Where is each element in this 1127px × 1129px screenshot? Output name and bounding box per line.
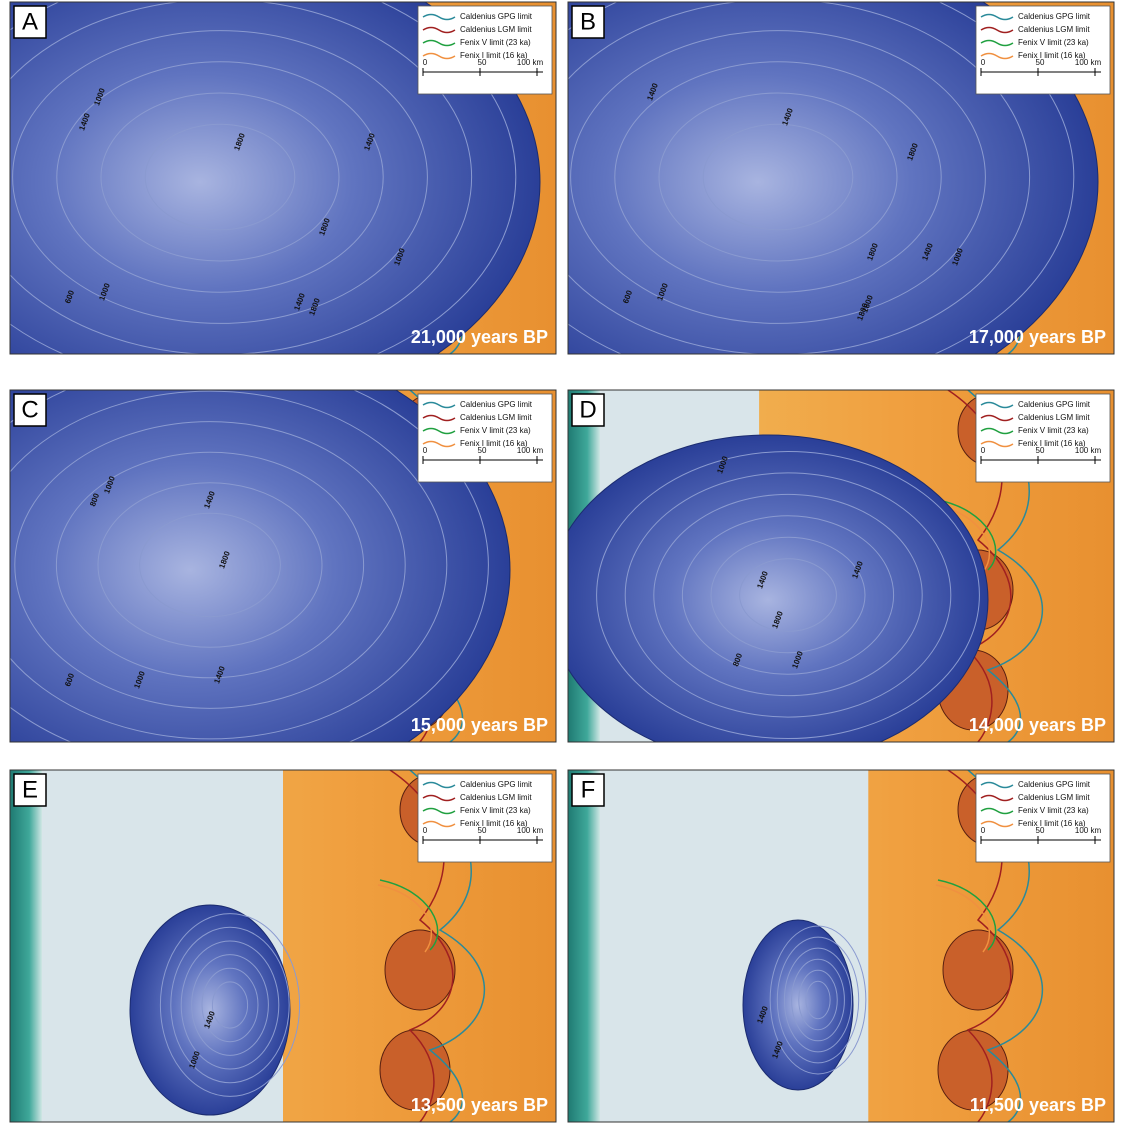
legend-label: Caldenius LGM limit [1018, 793, 1090, 802]
legend-label: Fenix V limit (23 ka) [1018, 806, 1089, 815]
scale-label: 100 km [1075, 826, 1102, 835]
time-label: 11,500 years BP [970, 1095, 1106, 1115]
moraine-lobe [385, 930, 455, 1010]
legend: Caldenius GPG limit Caldenius LGM limit Fe… [418, 6, 552, 94]
legend-label: Caldenius LGM limit [1018, 413, 1090, 422]
map-panel: 10001400180014001000800D14,000 years BPC… [548, 390, 1114, 765]
panel-letter: C [21, 396, 38, 423]
time-label: 17,000 years BP [969, 327, 1106, 347]
legend: Caldenius GPG limit Caldenius LGM limit Fe… [976, 6, 1110, 94]
ocean-strip [568, 770, 600, 1122]
legend-label: Fenix V limit (23 ka) [1018, 426, 1089, 435]
scale-label: 100 km [517, 58, 544, 67]
panel-letter: A [22, 8, 38, 35]
time-label: 13,500 years BP [411, 1095, 548, 1115]
scale-label: 0 [981, 826, 986, 835]
legend: Caldenius GPG limit Caldenius LGM limit Fe… [418, 774, 552, 862]
legend-label: Caldenius GPG limit [460, 400, 533, 409]
legend-label: Caldenius GPG limit [460, 780, 533, 789]
scale-label: 100 km [517, 826, 544, 835]
legend-label: Fenix V limit (23 ka) [460, 38, 531, 47]
legend: Caldenius GPG limit Caldenius LGM limit Fe… [976, 774, 1110, 862]
panel-letter: B [580, 8, 596, 35]
figure: 100014001800180014001000140018001000600A… [0, 0, 1127, 1124]
scale-label: 50 [1036, 446, 1045, 455]
page: {"legend": {"entries": ["Caldenius GPG l… [0, 0, 1127, 1124]
legend-label: Caldenius LGM limit [460, 413, 532, 422]
scale-label: 100 km [1075, 58, 1102, 67]
scale-label: 50 [478, 58, 487, 67]
scale-label: 50 [478, 446, 487, 455]
legend: Caldenius GPG limit Caldenius LGM limit Fe… [418, 394, 552, 482]
time-label: 14,000 years BP [969, 715, 1106, 735]
legend-label: Caldenius LGM limit [460, 25, 532, 34]
panel-letter: D [579, 396, 596, 423]
legend-label: Caldenius GPG limit [1018, 780, 1091, 789]
scale-label: 0 [981, 58, 986, 67]
legend-label: Caldenius LGM limit [460, 793, 532, 802]
legend-label: Fenix V limit (23 ka) [460, 426, 531, 435]
panel-letter: F [581, 776, 596, 803]
legend-label: Caldenius GPG limit [460, 12, 533, 21]
legend-label: Fenix V limit (23 ka) [460, 806, 531, 815]
legend: Caldenius GPG limit Caldenius LGM limit Fe… [976, 394, 1110, 482]
moraine-lobe [943, 930, 1013, 1010]
scale-label: 50 [1036, 58, 1045, 67]
scale-label: 0 [423, 446, 428, 455]
legend-label: Caldenius LGM limit [1018, 25, 1090, 34]
time-label: 21,000 years BP [411, 327, 548, 347]
scale-label: 50 [478, 826, 487, 835]
scale-label: 50 [1036, 826, 1045, 835]
legend-label: Fenix V limit (23 ka) [1018, 38, 1089, 47]
ocean-strip [10, 770, 42, 1122]
scale-label: 0 [423, 58, 428, 67]
scale-label: 100 km [1075, 446, 1102, 455]
scale-label: 0 [981, 446, 986, 455]
scale-label: 0 [423, 826, 428, 835]
time-label: 15,000 years BP [411, 715, 548, 735]
scale-label: 100 km [517, 446, 544, 455]
legend-label: Caldenius GPG limit [1018, 400, 1091, 409]
panel-letter: E [22, 776, 38, 803]
legend-label: Caldenius GPG limit [1018, 12, 1091, 21]
